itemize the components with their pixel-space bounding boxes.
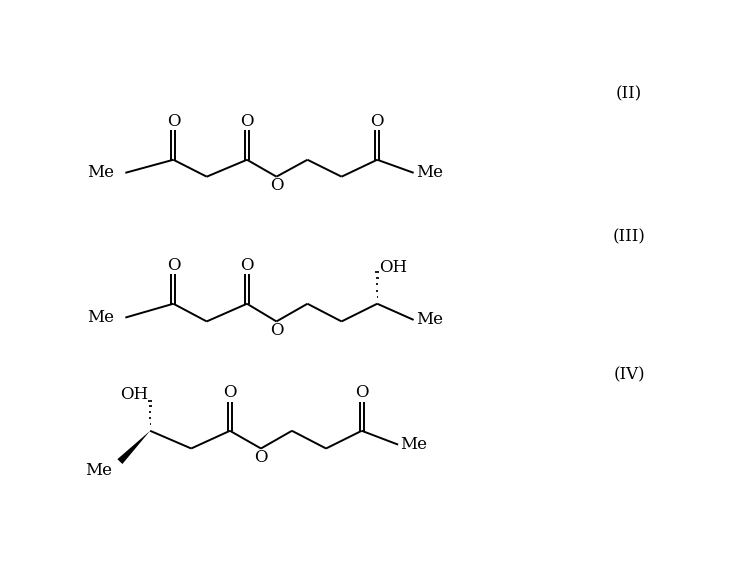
Text: (II): (II) (616, 85, 643, 102)
Text: O: O (166, 257, 180, 274)
Text: Me: Me (85, 462, 112, 479)
Text: Me: Me (87, 309, 113, 326)
Text: O: O (254, 449, 268, 466)
Polygon shape (118, 430, 150, 464)
Text: Me: Me (400, 436, 428, 453)
Text: O: O (223, 384, 237, 401)
Text: O: O (269, 322, 283, 339)
Text: O: O (269, 177, 283, 195)
Text: O: O (355, 384, 369, 401)
Text: O: O (166, 113, 180, 130)
Text: O: O (370, 113, 384, 130)
Text: OH: OH (379, 259, 407, 276)
Text: Me: Me (416, 164, 443, 181)
Text: (IV): (IV) (613, 367, 645, 384)
Text: Me: Me (87, 164, 113, 181)
Text: O: O (240, 257, 254, 274)
Text: (III): (III) (612, 228, 645, 245)
Text: OH: OH (121, 386, 149, 403)
Text: O: O (240, 113, 254, 130)
Text: Me: Me (416, 312, 443, 328)
